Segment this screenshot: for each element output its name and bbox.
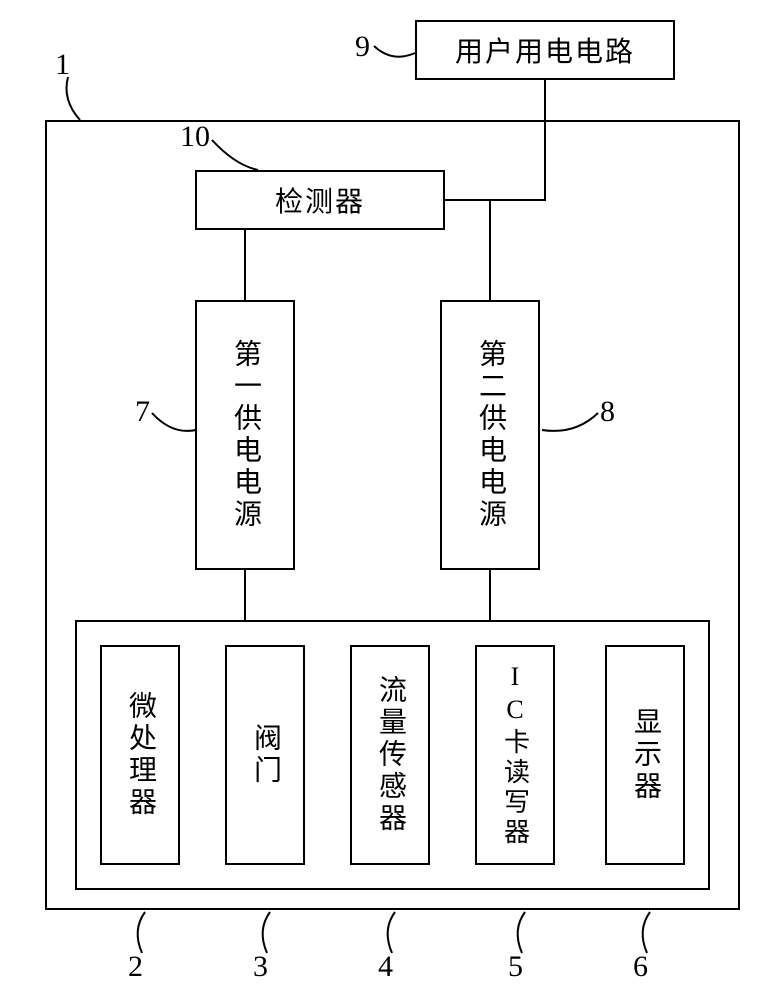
label-5: 5	[508, 950, 523, 984]
label-4: 4	[378, 950, 393, 984]
leader-4	[380, 910, 410, 955]
conn-power2-bottom	[489, 570, 491, 620]
detector-block: 检测器	[195, 170, 445, 230]
ic-reader-label: IC卡读写器	[497, 662, 534, 848]
valve-block: 阀门	[225, 645, 305, 865]
leader-9	[372, 38, 417, 68]
label-2: 2	[128, 950, 143, 984]
microprocessor-label: 微处理器	[120, 691, 160, 819]
user-circuit-block: 用户用电电路	[415, 20, 675, 80]
microprocessor-block: 微处理器	[100, 645, 180, 865]
power1-label: 第一供电电源	[225, 339, 265, 531]
detector-label: 检测器	[275, 180, 365, 220]
label-10: 10	[180, 120, 210, 154]
conn-to-power2-v	[489, 199, 491, 300]
ic-reader-block: IC卡读写器	[475, 645, 555, 865]
leader-7	[150, 405, 198, 440]
leader-5	[510, 910, 540, 955]
label-6: 6	[633, 950, 648, 984]
leader-3	[255, 910, 285, 955]
conn-detector-power1	[244, 230, 246, 300]
label-3: 3	[253, 950, 268, 984]
conn-user-outer	[544, 80, 546, 120]
display-block: 显示器	[605, 645, 685, 865]
leader-8	[540, 405, 600, 440]
leader-2	[130, 910, 160, 955]
user-circuit-label: 用户用电电路	[455, 30, 635, 70]
leader-10	[210, 135, 260, 173]
flow-sensor-label: 流量传感器	[370, 675, 410, 835]
conn-power1-bottom	[244, 570, 246, 620]
label-7: 7	[135, 395, 150, 429]
leader-1	[60, 75, 100, 125]
flow-sensor-block: 流量传感器	[350, 645, 430, 865]
label-8: 8	[600, 395, 615, 429]
conn-inside-down	[544, 120, 546, 200]
label-9: 9	[355, 30, 370, 64]
conn-to-power2-h	[489, 199, 546, 201]
power1-block: 第一供电电源	[195, 300, 295, 570]
power2-block: 第二供电电源	[440, 300, 540, 570]
valve-label: 阀门	[245, 723, 285, 787]
leader-6	[635, 910, 665, 955]
display-label: 显示器	[625, 707, 665, 803]
power2-label: 第二供电电源	[470, 339, 510, 531]
